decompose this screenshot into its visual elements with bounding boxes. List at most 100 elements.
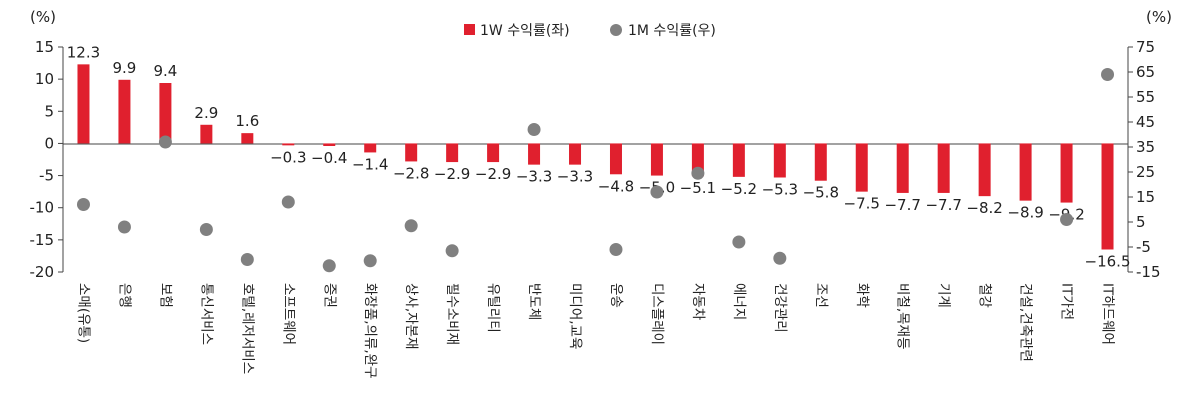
category-label: 화학	[854, 283, 870, 308]
category-label: 철강	[977, 283, 993, 308]
right-tick-label: -5	[1136, 238, 1151, 256]
bar-1w	[282, 143, 295, 146]
left-tick-label: 5	[44, 102, 54, 120]
bar-value-label: 9.9	[113, 59, 137, 77]
bar-labels-1w: 12.3 9.9 9.4 2.9 1.6 −0.3 −0.4 −1.4 −2.8 −2.9 −2.9…	[67, 43, 1131, 270]
right-tick-label: 35	[1136, 138, 1155, 156]
left-tick-label: 15	[35, 38, 54, 56]
bar-1w	[1060, 143, 1073, 203]
bar-value-label: 12.3	[67, 43, 100, 61]
legend-marker-1m	[610, 24, 622, 36]
bars-1w	[77, 64, 1114, 250]
bar-1w	[978, 143, 991, 197]
bar-value-label: −0.4	[311, 149, 347, 167]
point-1m	[527, 123, 541, 136]
point-1m	[322, 259, 336, 273]
legend-label-1w: 1W 수익률(좌)	[480, 23, 570, 39]
point-1m	[404, 219, 418, 233]
bar-1w	[650, 143, 663, 176]
bar-value-label: −4.8	[598, 177, 634, 195]
bar-1w	[487, 143, 500, 163]
bar-1w	[241, 133, 254, 144]
category-label: 조선	[813, 283, 829, 308]
right-axis-unit: (%)	[1146, 8, 1172, 26]
category-label: 미디어,교육	[567, 283, 583, 349]
bar-value-label: −5.8	[803, 184, 839, 202]
bar-1w	[364, 143, 377, 153]
category-label: 통신서비스	[198, 283, 214, 345]
bar-1w	[323, 143, 336, 146]
legend-swatch-1w	[464, 24, 475, 35]
bar-1w	[446, 143, 459, 163]
bar-1w	[1101, 143, 1114, 250]
category-label: 소프트웨어	[280, 283, 296, 345]
point-1m	[76, 198, 90, 211]
bar-value-label: 9.4	[153, 62, 177, 80]
bar-1w	[937, 143, 950, 193]
category-label: 디스플레이	[649, 283, 665, 345]
point-1m	[732, 235, 746, 249]
bar-value-label: −1.4	[352, 155, 388, 173]
right-tick-label: 65	[1136, 63, 1155, 81]
right-axis: 75 65 55 45 35 25 15 5 -5 -15	[1127, 38, 1161, 281]
category-label: IT가전	[1059, 283, 1075, 320]
category-labels: 소매(유통) 은행 보험 통신서비스 호텔,레저서비스 소프트웨어 증권 화장품,의류,완구 상…	[75, 283, 1115, 379]
bar-value-label: −2.8	[393, 164, 429, 182]
bar-1w	[855, 143, 868, 192]
bar-1w	[405, 143, 418, 162]
bar-value-label: 2.9	[194, 104, 218, 122]
bar-value-label: −8.2	[966, 199, 1002, 217]
point-1m	[609, 243, 623, 256]
point-1m	[1060, 213, 1074, 226]
category-label: 건강관리	[772, 283, 788, 333]
right-tick-label: 45	[1136, 113, 1155, 131]
bar-value-label: −5.1	[680, 179, 716, 197]
right-tick-label: 75	[1136, 38, 1155, 56]
bar-1w	[118, 79, 131, 144]
category-label: 자동차	[690, 283, 706, 321]
left-tick-label: -10	[30, 199, 55, 217]
category-label: 상사,자본재	[403, 283, 419, 349]
point-1m	[240, 253, 254, 266]
point-1m	[691, 166, 705, 180]
bar-value-label: −5.2	[721, 180, 757, 198]
right-tick-label: 15	[1136, 188, 1155, 206]
bar-value-label: −7.5	[844, 195, 880, 213]
bar-1w	[773, 143, 786, 178]
left-axis: 15 10 5 0 -5 -10 -15 -20	[30, 38, 64, 281]
point-1m	[445, 244, 459, 258]
category-label: 소매(유통)	[75, 283, 91, 343]
category-label: 화장품,의류,완구	[362, 283, 378, 379]
point-1m	[281, 195, 295, 209]
legend: 1W 수익률(좌) 1M 수익률(우)	[464, 23, 716, 39]
bar-1w	[732, 143, 745, 177]
bar-1w	[1019, 143, 1032, 201]
left-axis-unit: (%)	[30, 8, 56, 26]
point-1m	[199, 223, 213, 236]
point-1m	[650, 185, 664, 199]
points-1m	[76, 68, 1115, 273]
point-1m	[363, 254, 377, 268]
category-label: 기계	[936, 283, 952, 308]
category-label: 증권	[321, 283, 337, 308]
category-label: 반도체	[526, 283, 542, 320]
point-1m	[117, 220, 131, 234]
bar-value-label: −0.3	[270, 148, 306, 166]
bar-value-label: −2.9	[475, 165, 511, 183]
bar-1w	[609, 143, 622, 175]
bar-value-label: −5.3	[762, 181, 798, 199]
bar-1w	[77, 64, 90, 144]
category-label: 건설,건축관련	[1018, 283, 1034, 362]
category-label: IT하드웨어	[1100, 283, 1116, 345]
category-label: 유틸리티	[485, 283, 501, 333]
category-label: 보험	[157, 283, 173, 308]
bar-value-label: −16.5	[1085, 253, 1131, 271]
category-label: 필수소비재	[444, 283, 460, 345]
point-1m	[158, 135, 172, 149]
legend-label-1m: 1M 수익률(우)	[628, 23, 716, 39]
bar-1w	[200, 124, 213, 144]
right-tick-label: 25	[1136, 163, 1155, 181]
category-label: 은행	[116, 283, 132, 308]
bar-value-label: −8.9	[1007, 204, 1043, 222]
